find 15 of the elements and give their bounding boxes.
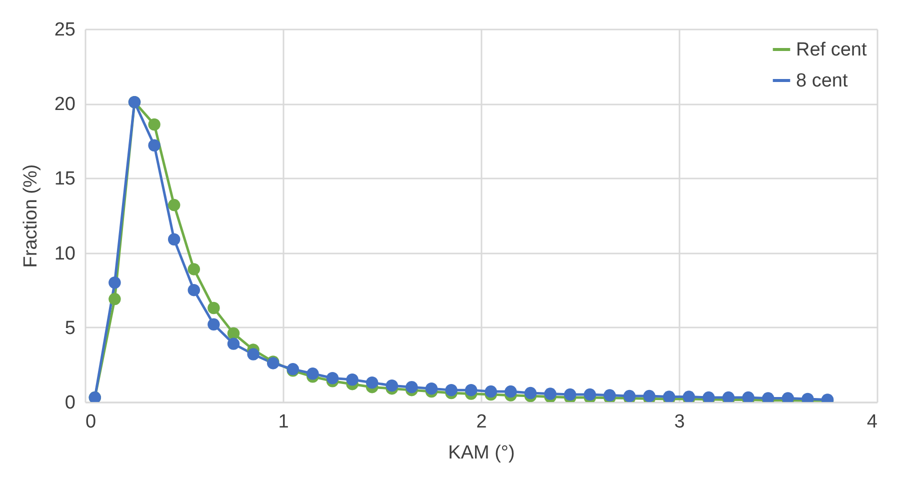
x-tick-label: 4 [866,412,878,432]
x-tick-label: 2 [476,412,487,432]
y-tick-label: 5 [64,318,76,339]
x-axis-title: KAM (°) [448,442,515,464]
y-tick-label: 0 [64,392,76,414]
x-tick-label: 3 [674,412,685,432]
y-tick-label: 25 [54,20,76,40]
x-tick-label: 1 [278,412,289,432]
legend-label: 8 cent [796,70,848,92]
y-tick-label: 20 [54,94,76,116]
legend-label: Ref cent [796,40,868,60]
y-axis-title: Fraction (%) [20,164,42,268]
x-tick-label: 0 [86,412,96,432]
y-tick-label: 15 [54,168,76,190]
y-tick-label: 10 [54,243,76,264]
